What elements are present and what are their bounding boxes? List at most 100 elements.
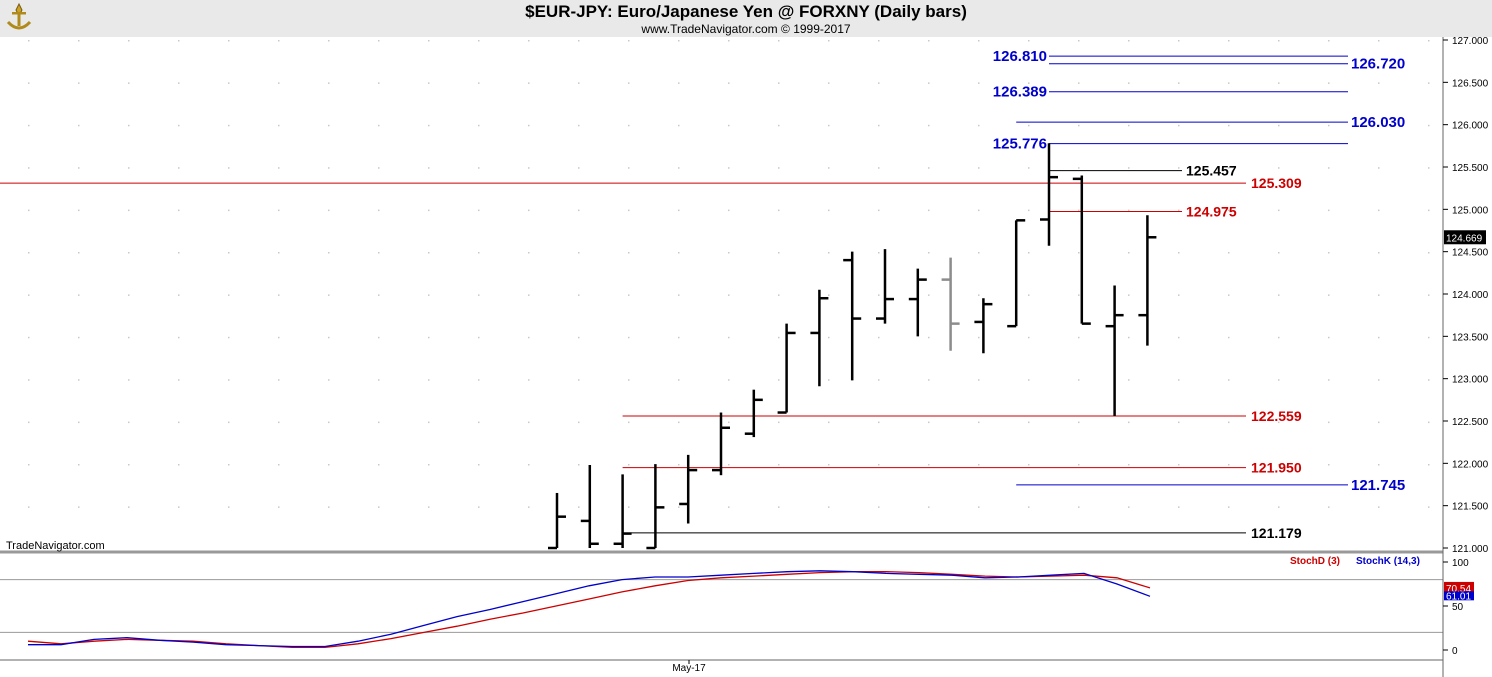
grid-dot	[978, 167, 980, 169]
grid-dot	[228, 421, 230, 424]
grid-dot	[1428, 124, 1430, 127]
grid-dot	[1378, 464, 1380, 466]
grid-dot	[428, 82, 430, 84]
grid-dot	[528, 209, 530, 212]
grid-dot	[628, 167, 630, 169]
grid-dot	[778, 40, 780, 42]
stoch-series-line	[28, 570, 1151, 648]
grid-dot	[1078, 124, 1080, 127]
grid-dot	[178, 379, 180, 381]
grid-dot	[628, 506, 630, 508]
grid-dot	[1278, 294, 1280, 296]
grid-dot	[928, 252, 930, 254]
grid-dot	[228, 167, 230, 169]
grid-dot	[628, 379, 630, 381]
last-price-label: 124.669	[1446, 233, 1483, 244]
grid-dot	[628, 421, 630, 424]
grid-dot	[578, 252, 580, 254]
grid-dot	[1378, 506, 1380, 508]
level-label: 125.776	[993, 136, 1047, 153]
grid-dot	[28, 209, 30, 212]
grid-dot	[928, 336, 930, 339]
grid-dot	[228, 252, 230, 254]
grid-dot	[1428, 82, 1430, 84]
grid-dot	[1028, 167, 1030, 169]
grid-dot	[278, 379, 280, 381]
grid-dot	[1278, 464, 1280, 466]
grid-dot	[128, 294, 130, 296]
grid-dot	[1178, 506, 1180, 508]
grid-dot	[1178, 379, 1180, 381]
y-tick-label: 124.000	[1452, 290, 1489, 301]
grid-dot	[1328, 82, 1330, 84]
grid-dot	[1378, 294, 1380, 296]
grid-dot	[1028, 124, 1030, 127]
grid-dot	[378, 252, 380, 254]
grid-dot	[1328, 40, 1330, 42]
grid-dot	[78, 294, 80, 296]
grid-dot	[728, 82, 730, 84]
grid-dot	[1428, 464, 1430, 466]
ohlc-bar	[1138, 215, 1157, 346]
grid-dot	[1378, 252, 1380, 254]
grid-dot	[728, 252, 730, 254]
grid-dot	[978, 506, 980, 508]
grid-dot	[1028, 40, 1030, 42]
grid-dot	[1028, 506, 1030, 508]
grid-dot	[1078, 421, 1080, 424]
grid-dot	[978, 464, 980, 466]
level-label: 121.745	[1351, 477, 1405, 494]
grid-dot	[428, 124, 430, 127]
grid-dot	[928, 40, 930, 42]
grid-dot	[178, 506, 180, 508]
grid-dot	[628, 464, 630, 466]
grid-dot	[28, 167, 30, 169]
grid-dot	[628, 82, 630, 84]
grid-dot	[1028, 82, 1030, 84]
ohlc-bar	[908, 268, 927, 337]
stoch-k-value: 61.01	[1446, 591, 1471, 602]
ohlc-bar	[1007, 219, 1026, 328]
grid-dot	[178, 167, 180, 169]
grid-dot	[428, 464, 430, 466]
grid-dot	[1428, 294, 1430, 296]
grid-dot	[428, 379, 430, 381]
grid-dot	[328, 294, 330, 296]
grid-dot	[1428, 40, 1430, 42]
grid-dot	[428, 294, 430, 296]
grid-dot	[978, 421, 980, 424]
grid-dot	[1278, 167, 1280, 169]
grid-dot	[1028, 336, 1030, 339]
grid-dot	[828, 209, 830, 212]
stoch-d-tag	[1444, 581, 1474, 594]
grid-dot	[1028, 379, 1030, 381]
grid-dot	[478, 336, 480, 339]
grid-dot	[878, 40, 880, 42]
level-label: 121.950	[1251, 460, 1302, 476]
ohlc-bar	[843, 251, 862, 381]
grid-dot	[1178, 421, 1180, 424]
grid-dot	[178, 336, 180, 339]
grid-dot	[878, 464, 880, 466]
grid-dot	[1228, 294, 1230, 296]
grid-dot	[28, 252, 30, 254]
y-tick-label: 122.000	[1452, 459, 1489, 470]
grid-dot	[428, 252, 430, 254]
grid-dot	[478, 421, 480, 424]
ohlc-bar	[744, 389, 763, 438]
grid-dot	[1078, 40, 1080, 42]
ohlc-bar	[810, 289, 829, 387]
grid-dot	[1328, 336, 1330, 339]
grid-dot	[178, 421, 180, 424]
grid-dot	[878, 252, 880, 254]
grid-dot	[778, 294, 780, 296]
grid-dot	[978, 82, 980, 84]
grid-dot	[178, 209, 180, 212]
grid-dot	[28, 40, 30, 42]
grid-dot	[128, 464, 130, 466]
stoch-y-tick-label: 0	[1452, 646, 1458, 657]
grid-dot	[378, 82, 380, 84]
grid-dot	[1328, 252, 1330, 254]
grid-dot	[1278, 421, 1280, 424]
grid-dot	[428, 336, 430, 339]
